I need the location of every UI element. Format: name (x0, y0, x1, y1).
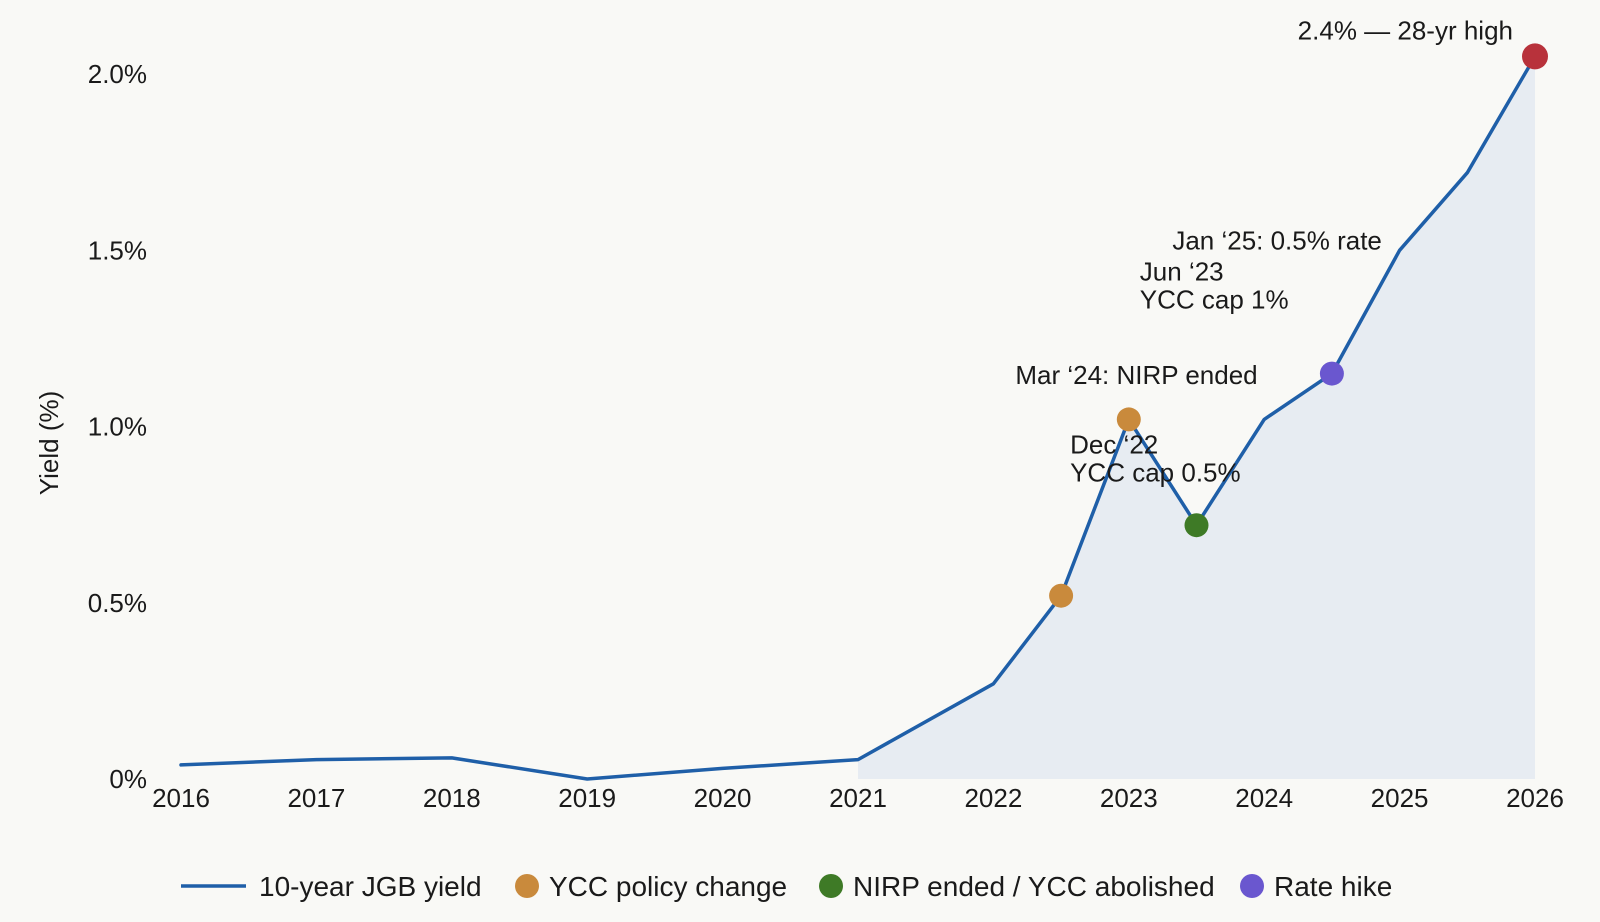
x-tick-label: 2026 (1506, 783, 1564, 813)
marker-high-4 (1522, 43, 1548, 70)
x-tick-label: 2025 (1371, 783, 1429, 813)
marker-ycc-0 (1049, 583, 1074, 608)
y-tick-label: 2.0% (88, 59, 147, 89)
y-tick-labels: 0% 0.5% 1.0% 1.5% 2.0% (88, 59, 147, 794)
x-tick-label: 2020 (694, 783, 752, 813)
y-tick-label: 0.5% (88, 588, 147, 618)
x-tick-label: 2016 (152, 783, 210, 813)
x-tick-label: 2022 (964, 783, 1022, 813)
marker-nirp-2 (1184, 513, 1209, 538)
yield-area-fill (858, 56, 1535, 779)
x-tick-label: 2023 (1100, 783, 1158, 813)
legend-hike-label: Rate hike (1274, 871, 1392, 902)
legend: 10-year JGB yield YCC policy change NIRP… (181, 871, 1392, 902)
y-tick-label: 1.5% (88, 235, 147, 265)
x-tick-label: 2019 (558, 783, 616, 813)
annotation-label: Jan ‘25: 0.5% rate (1172, 226, 1382, 256)
annotation-label: Jun ‘23 YCC cap 1% (1140, 256, 1289, 314)
annotation-label: Mar ‘24: NIRP ended (1015, 360, 1257, 390)
legend-nirp-label: NIRP ended / YCC abolished (853, 871, 1215, 902)
annotation-line: YCC cap 0.5% (1070, 458, 1241, 488)
x-tick-label: 2024 (1235, 783, 1293, 813)
y-axis-title: Yield (%) (34, 391, 64, 496)
marker-ycc-1 (1116, 407, 1141, 432)
legend-ycc-swatch (515, 874, 539, 898)
legend-ycc-label: YCC policy change (549, 871, 787, 902)
annotation-label: 2.4% — 28-yr high (1298, 15, 1513, 45)
legend-hike-swatch (1240, 874, 1264, 898)
x-tick-label: 2018 (423, 783, 481, 813)
marker-hike-3 (1319, 361, 1344, 386)
marker-layer (1049, 43, 1548, 608)
annotation-line: 2.4% — 28-yr high (1298, 15, 1513, 45)
y-tick-label: 0% (109, 764, 147, 794)
annotation-line: YCC cap 1% (1140, 284, 1289, 314)
legend-nirp-swatch (819, 874, 843, 898)
x-tick-labels: 2016 2017 2018 2019 2020 2021 2022 2023 2024 2025… (152, 783, 1564, 813)
x-tick-label: 2021 (829, 783, 887, 813)
annotation-line: Dec ‘22 (1070, 430, 1158, 460)
area-layer (858, 56, 1535, 779)
annotation-line: Mar ‘24: NIRP ended (1015, 360, 1257, 390)
y-tick-label: 1.0% (88, 412, 147, 442)
annotation-line: Jan ‘25: 0.5% rate (1172, 226, 1382, 256)
annotation-line: Jun ‘23 (1140, 256, 1224, 286)
annotation-label: Dec ‘22 YCC cap 0.5% (1070, 430, 1241, 488)
legend-series-label: 10-year JGB yield (259, 871, 482, 902)
x-tick-label: 2017 (287, 783, 345, 813)
